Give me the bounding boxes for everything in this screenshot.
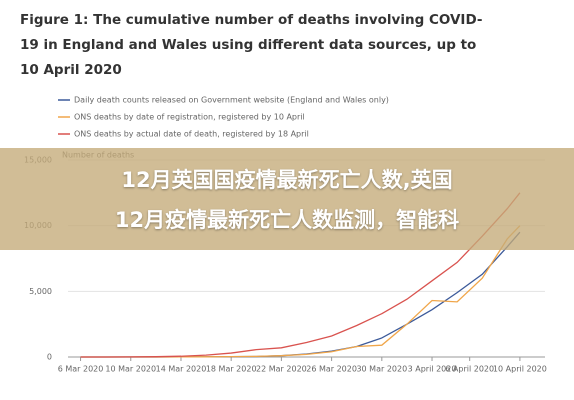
- x-tick-label: 22 Mar 2020: [256, 365, 307, 374]
- series-line: [80, 231, 521, 358]
- overlay-banner: 12月英国国疫情最新死亡人数,英国 12月疫情最新死亡人数监测，智能科: [0, 148, 574, 250]
- legend-label: ONS deaths by actual date of death, regi…: [74, 130, 309, 139]
- legend-label: Daily death counts released on Governmen…: [74, 96, 389, 105]
- overlay-text: 12月英国国疫情最新死亡人数,英国: [121, 168, 453, 192]
- y-tick-label: 0: [47, 353, 52, 362]
- x-tick-label: 6 Mar 2020: [58, 365, 104, 374]
- chart-title: Figure 1: The cumulative number of death…: [20, 12, 483, 78]
- x-tick-label: 10 April 2020: [493, 365, 547, 374]
- x-tick-label: 30 Mar 2020: [356, 365, 407, 374]
- series-line: [80, 192, 521, 358]
- x-tick-label: 18 Mar 2020: [206, 365, 257, 374]
- x-tick-label: 6 April 2020: [445, 365, 494, 374]
- x-tick-label: 26 Mar 2020: [306, 365, 357, 374]
- y-tick-label: 5,000: [29, 287, 52, 296]
- x-tick-label: 10 Mar 2020: [105, 365, 156, 374]
- legend-label: ONS deaths by date of registration, regi…: [74, 113, 305, 122]
- x-tick-label: 3 April 2020: [408, 365, 457, 374]
- overlay-text: 12月疫情最新死亡人数监测，智能科: [114, 208, 460, 232]
- x-tick-label: 14 Mar 2020: [156, 365, 207, 374]
